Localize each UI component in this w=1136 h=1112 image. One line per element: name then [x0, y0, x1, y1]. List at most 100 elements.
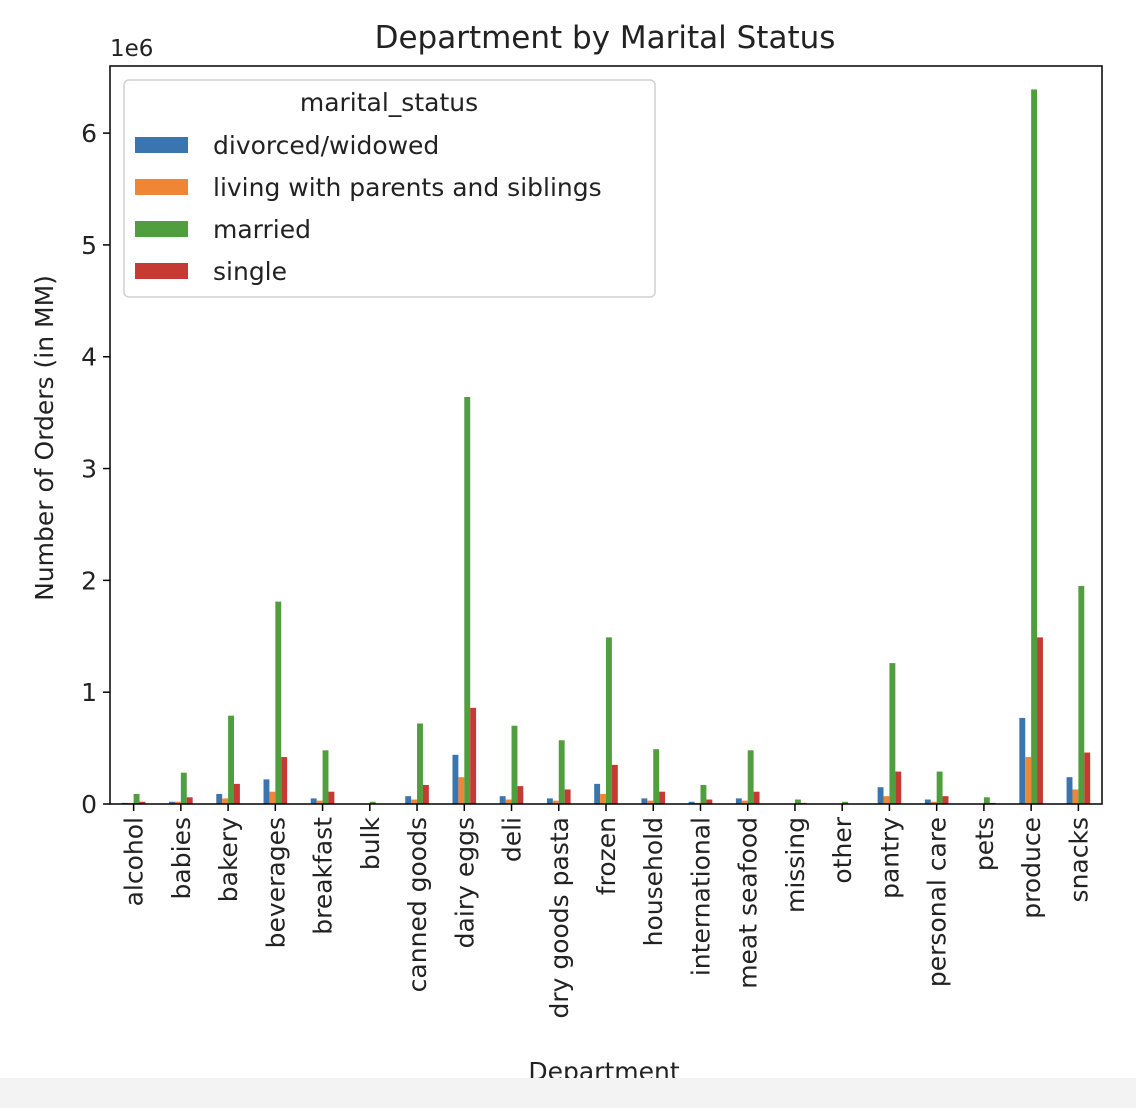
bar-personal-care-1: [930, 801, 937, 804]
x-tick-label: bulk: [356, 816, 385, 870]
x-tick-label: bakery: [214, 817, 243, 902]
bar-personal-care-2: [936, 771, 943, 804]
bar-beverages-2: [275, 601, 282, 804]
bar-snacks-1: [1072, 789, 1079, 804]
bar-pantry-2: [889, 663, 896, 804]
bar-beverages-1: [269, 791, 276, 804]
x-tick-label: meat seafood: [734, 817, 763, 989]
bar-beverages-0: [263, 779, 270, 804]
x-tick-label: frozen: [592, 817, 621, 895]
bar-international-0: [688, 801, 695, 804]
bar-dry-goods-pasta-0: [546, 798, 553, 804]
y-tick-label: 2: [81, 566, 97, 595]
bar-dry-goods-pasta-1: [552, 800, 559, 804]
legend-frame: [123, 79, 656, 298]
y-offset-label: 1e6: [110, 36, 153, 62]
bar-canned-goods-1: [411, 799, 418, 804]
legend-title: marital_status: [300, 88, 478, 117]
y-tick-label: 3: [81, 455, 97, 484]
bar-meat-seafood-2: [747, 750, 754, 804]
bar-canned-goods-0: [405, 796, 412, 804]
bar-alcohol-2: [133, 793, 140, 804]
y-tick-label: 6: [81, 119, 97, 148]
x-tick-label: pets: [970, 817, 999, 871]
bar-babies-2: [180, 772, 187, 804]
bar-produce-3: [1037, 637, 1043, 804]
legend-label: married: [213, 215, 311, 244]
legend-label: single: [213, 257, 287, 286]
bar-household-0: [641, 798, 648, 804]
bar-deli-3: [517, 786, 524, 804]
x-tick-label: dry goods pasta: [545, 817, 574, 1019]
bar-deli-1: [505, 799, 512, 804]
bar-deli-0: [499, 796, 506, 804]
y-axis-label: Number of Orders (in MM): [30, 275, 59, 601]
x-tick-label: household: [639, 817, 668, 946]
legend-swatch: [135, 221, 188, 237]
bar-meat-seafood-3: [753, 791, 760, 804]
bar-pantry-3: [895, 771, 902, 804]
legend-swatch: [135, 263, 188, 279]
legend-swatch: [135, 137, 188, 153]
bar-beverages-3: [281, 757, 288, 804]
bar-dairy-eggs-3: [470, 707, 477, 804]
bar-breakfast-0: [310, 798, 317, 804]
bottom-margin-strip: [0, 1078, 1136, 1108]
bar-breakfast-3: [328, 791, 335, 804]
y-tick-label: 0: [81, 790, 97, 819]
bar-breakfast-2: [322, 750, 329, 804]
bar-bulk-2: [369, 801, 376, 804]
bar-bakery-3: [234, 783, 240, 804]
x-tick-label: dairy eggs: [450, 817, 479, 948]
bar-snacks-2: [1078, 585, 1085, 804]
x-tick-label: deli: [498, 817, 527, 862]
bar-meat-seafood-0: [735, 798, 742, 804]
bar-dry-goods-pasta-2: [558, 740, 565, 804]
legend-label: divorced/widowed: [213, 131, 439, 160]
chart-title: Department by Marital Status: [375, 20, 836, 56]
bars-group: [121, 89, 1091, 805]
x-tick-label: beverages: [261, 817, 290, 948]
y-tick-label: 5: [81, 231, 97, 260]
bar-breakfast-1: [316, 800, 323, 804]
legend: marital_status divorced/widowed living wi…: [123, 79, 656, 298]
x-tick-label: other: [828, 816, 857, 883]
bar-produce-0: [1019, 717, 1026, 804]
bar-dry-goods-pasta-3: [564, 789, 571, 804]
bar-pantry-1: [883, 796, 890, 804]
bar-bakery-0: [216, 793, 223, 804]
bar-deli-2: [511, 725, 518, 804]
y-tick-label: 1: [81, 678, 97, 707]
bar-babies-0: [169, 801, 175, 804]
x-tick-label: personal care: [923, 817, 952, 987]
bar-snacks-0: [1066, 777, 1073, 804]
bar-personal-care-3: [942, 796, 949, 804]
bar-international-3: [706, 799, 713, 804]
bar-international-2: [700, 784, 707, 804]
bar-canned-goods-2: [417, 723, 423, 804]
x-tick-label: alcohol: [120, 817, 149, 906]
bar-dairy-eggs-0: [452, 754, 459, 804]
bar-other-2: [842, 801, 849, 804]
x-tick-label: babies: [167, 817, 196, 899]
x-tick-label: canned goods: [403, 817, 432, 992]
bar-snacks-3: [1084, 752, 1091, 804]
bar-household-1: [647, 800, 654, 804]
bar-bakery-1: [222, 798, 229, 804]
bar-pets-2: [983, 797, 990, 804]
bar-frozen-1: [600, 793, 606, 804]
bar-alcohol-3: [139, 801, 146, 804]
bar-produce-1: [1025, 757, 1032, 804]
x-tick-label: missing: [781, 817, 810, 913]
bar-household-3: [659, 791, 666, 804]
bar-canned-goods-3: [422, 784, 429, 804]
axes-group: 0 1 2 3 4 5 6 alcohol babies bakery beverages break…: [81, 65, 1103, 1019]
x-tick-label: international: [686, 817, 715, 976]
bar-babies-3: [186, 797, 193, 804]
x-tick-label: breakfast: [309, 817, 338, 935]
bar-meat-seafood-1: [741, 800, 748, 804]
legend-label: living with parents and siblings: [213, 173, 602, 202]
bar-frozen-0: [594, 783, 601, 804]
